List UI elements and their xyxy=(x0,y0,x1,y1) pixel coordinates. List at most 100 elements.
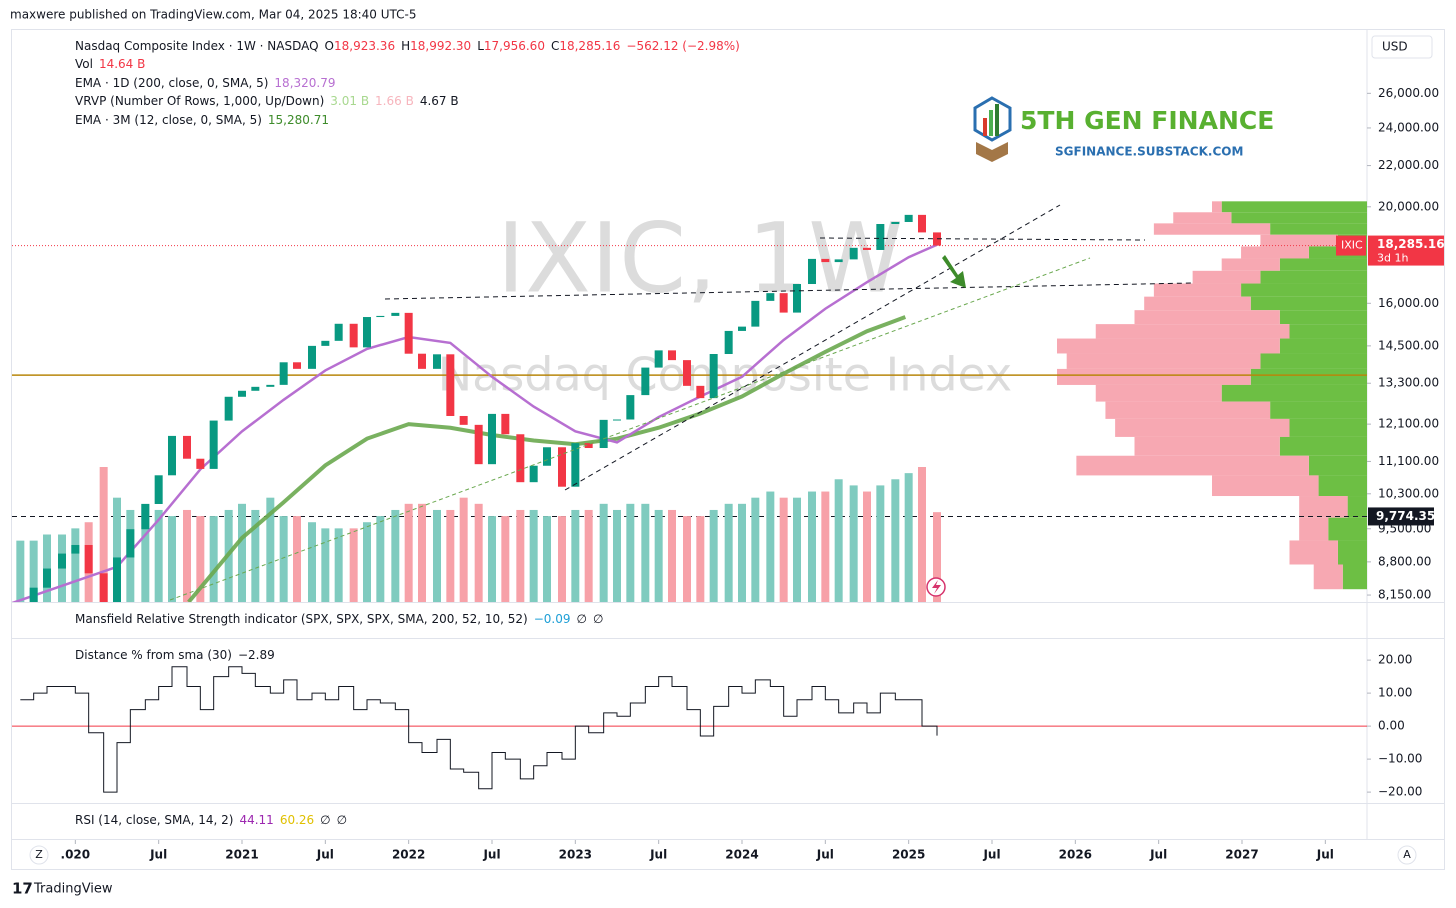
vp-up xyxy=(1289,324,1367,339)
candle xyxy=(849,247,858,260)
vp-up xyxy=(1260,270,1367,284)
vp-up xyxy=(1250,296,1367,311)
vp-up xyxy=(1221,384,1367,402)
candle xyxy=(613,419,621,421)
y-tick-label: 26,000.00 xyxy=(1378,86,1439,100)
vp-down xyxy=(1153,223,1271,235)
vp-up xyxy=(1279,436,1367,456)
logo-icon xyxy=(983,118,987,136)
volume-bar xyxy=(266,497,275,602)
x-tick-label: 2026 xyxy=(1059,848,1092,862)
candle xyxy=(876,224,885,250)
candle xyxy=(334,323,343,341)
volume-bar xyxy=(543,516,551,602)
vp-up xyxy=(1250,368,1367,385)
candle xyxy=(196,458,205,469)
zoom-button[interactable] xyxy=(29,845,49,865)
vp-up xyxy=(1289,418,1367,437)
currency-button[interactable] xyxy=(1371,35,1433,59)
vp-up xyxy=(1231,212,1367,224)
volume-bar xyxy=(391,509,400,602)
candle xyxy=(141,503,150,530)
candle xyxy=(321,340,330,346)
candle xyxy=(683,360,691,386)
logo-icon xyxy=(995,104,999,136)
vp-up xyxy=(1260,353,1367,369)
candle xyxy=(904,214,913,222)
level-badge xyxy=(1368,507,1434,526)
volume-bar xyxy=(529,509,538,602)
vp-up xyxy=(1328,517,1367,541)
candle xyxy=(668,350,676,361)
volume-bar xyxy=(626,503,635,602)
x-tick-label: 2023 xyxy=(559,848,592,862)
volume-bar xyxy=(933,512,941,602)
volume-bar xyxy=(863,491,871,602)
y-tick-label: −20.00 xyxy=(1378,785,1422,799)
x-tick-label: Jul xyxy=(1149,848,1167,862)
legend-line: EMA · 1D (200, close, 0, SMA, 5) 18,320.7… xyxy=(75,76,336,90)
candle xyxy=(224,396,233,421)
trend-line xyxy=(169,257,1091,601)
candle xyxy=(599,419,608,449)
x-tick-label: Jul xyxy=(1316,848,1334,862)
auto-button[interactable] xyxy=(1397,845,1417,865)
ema-line xyxy=(12,243,938,602)
logo-url: SGFINANCE.SUBSTACK.COM xyxy=(1055,145,1243,159)
logo-icon xyxy=(976,142,1008,162)
candle xyxy=(279,362,288,385)
candle xyxy=(501,413,510,435)
legend-line: EMA · 3M (12, close, 0, SMA, 5) 15,280.71 xyxy=(75,113,329,127)
auto-button-label[interactable]: A xyxy=(1403,848,1411,861)
volume-bar xyxy=(183,509,191,602)
volume-bar xyxy=(43,534,51,602)
vp-up xyxy=(1270,223,1367,235)
x-tick-label: 2024 xyxy=(725,848,758,862)
logo-title: 5TH GEN FINANCE xyxy=(1020,106,1274,135)
volume-bar xyxy=(349,528,358,602)
volume-bar xyxy=(821,491,830,602)
volume-bar xyxy=(738,503,746,602)
volume-bar xyxy=(876,485,885,602)
y-tick-label: 13,300.00 xyxy=(1378,376,1439,390)
candle xyxy=(58,553,66,569)
frame xyxy=(11,29,1445,870)
level-label: 9,774.35 xyxy=(1376,509,1435,523)
candle xyxy=(821,258,830,263)
ema-line xyxy=(187,315,907,602)
volume-bar xyxy=(724,503,733,602)
y-tick-label: 10,300.00 xyxy=(1378,486,1439,500)
vp-up xyxy=(1279,310,1367,325)
candle xyxy=(209,420,218,469)
vp-down xyxy=(1134,436,1280,456)
candle xyxy=(571,443,580,487)
vp-down xyxy=(1105,401,1271,419)
volume-bar xyxy=(279,516,288,602)
candle xyxy=(516,434,525,483)
vp-down xyxy=(1095,384,1222,402)
currency[interactable]: USD xyxy=(1382,40,1408,54)
candle xyxy=(446,354,455,416)
volume-bar xyxy=(488,516,496,602)
candle xyxy=(793,284,801,313)
watermark-ticker: IXIC, 1W xyxy=(497,202,903,314)
candle xyxy=(266,384,275,387)
footer-brand: TradingView xyxy=(33,882,113,897)
zoom-button-label[interactable]: Z xyxy=(35,848,43,861)
candle xyxy=(488,413,496,465)
candle xyxy=(891,221,900,225)
volume-bar xyxy=(29,540,38,602)
vp-down xyxy=(1313,564,1343,590)
x-tick-label: Jul xyxy=(649,848,667,862)
volume-bar xyxy=(558,516,566,602)
x-tick-label: .020 xyxy=(61,848,91,862)
symbol-badge-label: IXIC xyxy=(1341,239,1363,252)
candle xyxy=(654,350,663,368)
y-tick-label: 0.00 xyxy=(1378,719,1405,733)
trend-line xyxy=(819,237,1146,241)
volume-bar xyxy=(891,479,900,602)
volume-bar xyxy=(709,509,718,602)
last-price-label: 18,285.16 xyxy=(1377,237,1445,251)
vp-down xyxy=(1095,324,1290,339)
y-tick-label: 10.00 xyxy=(1378,686,1412,700)
